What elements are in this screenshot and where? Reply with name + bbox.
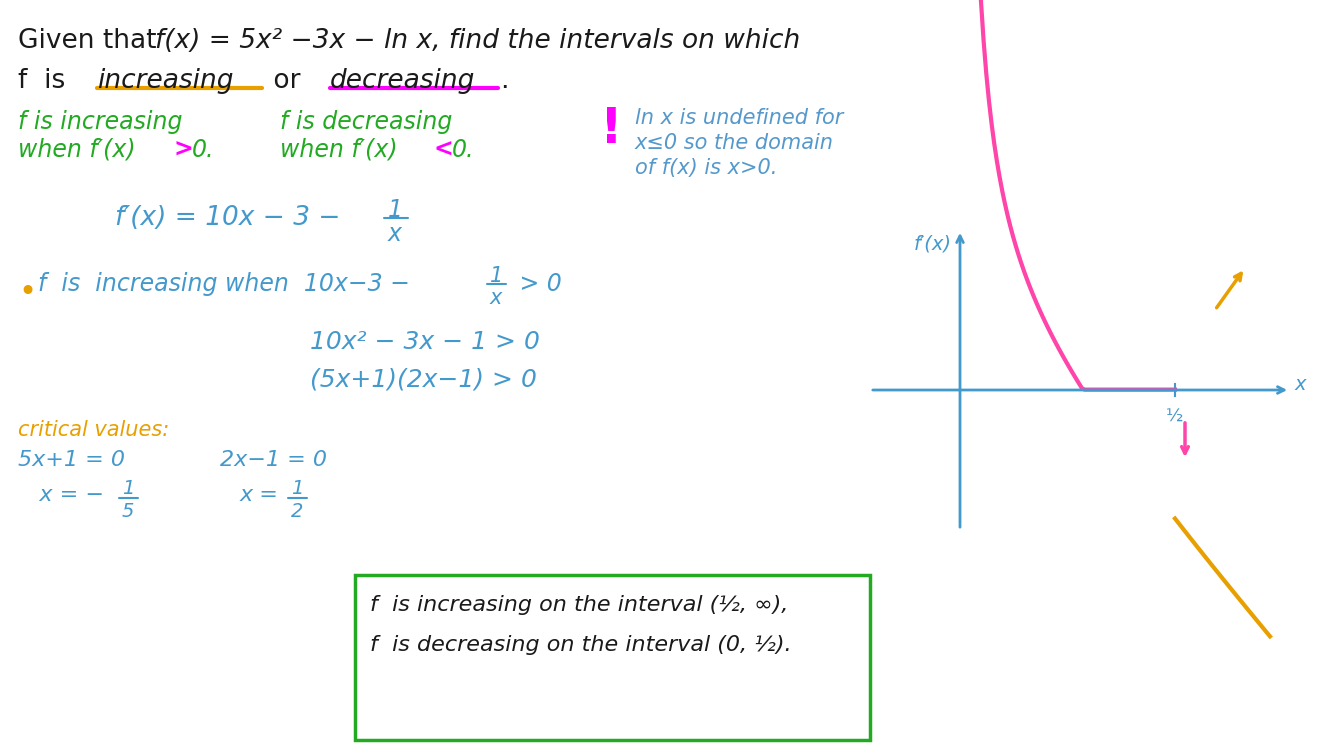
- Text: when f′(x): when f′(x): [17, 138, 136, 162]
- Text: ½: ½: [1167, 408, 1184, 426]
- Text: x: x: [1296, 374, 1306, 394]
- Text: f  is  increasing when  10x−3 −: f is increasing when 10x−3 −: [38, 272, 410, 296]
- Text: of f(x) is x>0.: of f(x) is x>0.: [634, 158, 777, 178]
- FancyBboxPatch shape: [355, 575, 870, 740]
- Text: x: x: [491, 288, 503, 308]
- Text: f′(x): f′(x): [914, 235, 952, 254]
- Text: f is decreasing: f is decreasing: [280, 110, 453, 134]
- Text: 1: 1: [122, 479, 134, 498]
- Text: x =: x =: [241, 485, 286, 505]
- Text: Given that: Given that: [17, 28, 165, 54]
- Text: <: <: [434, 138, 454, 162]
- Text: •: •: [17, 278, 36, 307]
- Text: f′(x) = 10x − 3 −: f′(x) = 10x − 3 −: [116, 205, 340, 231]
- Text: f  is increasing on the interval (½, ∞),: f is increasing on the interval (½, ∞),: [370, 595, 789, 615]
- Text: x≤0 so the domain: x≤0 so the domain: [634, 133, 835, 153]
- Text: 10x² − 3x − 1 > 0: 10x² − 3x − 1 > 0: [310, 330, 540, 354]
- Text: .: .: [500, 68, 508, 94]
- Text: or: or: [265, 68, 317, 94]
- Text: x = −: x = −: [17, 485, 103, 505]
- Text: increasing: increasing: [97, 68, 234, 94]
- Text: when f′(x): when f′(x): [280, 138, 398, 162]
- Text: f is increasing: f is increasing: [17, 110, 183, 134]
- Text: 1: 1: [292, 479, 304, 498]
- Text: 0.: 0.: [192, 138, 215, 162]
- Text: decreasing: decreasing: [331, 68, 476, 94]
- Text: 5: 5: [122, 502, 134, 521]
- Text: 2x−1 = 0: 2x−1 = 0: [220, 450, 327, 470]
- Text: > 0: > 0: [512, 272, 562, 296]
- Text: x: x: [388, 222, 402, 246]
- Text: 0.: 0.: [452, 138, 474, 162]
- Text: 1: 1: [388, 198, 403, 222]
- Text: 2: 2: [292, 502, 304, 521]
- Text: ln x is undefined for: ln x is undefined for: [634, 108, 844, 128]
- Text: 5x+1 = 0: 5x+1 = 0: [17, 450, 125, 470]
- Text: (5x+1)(2x−1) > 0: (5x+1)(2x−1) > 0: [310, 368, 536, 392]
- Text: !: !: [599, 105, 622, 153]
- Text: f(x) = 5x² −3x − ln x, find the intervals on which: f(x) = 5x² −3x − ln x, find the interval…: [155, 28, 800, 54]
- Text: f  is: f is: [17, 68, 82, 94]
- Text: f  is decreasing on the interval (0, ½).: f is decreasing on the interval (0, ½).: [370, 635, 792, 655]
- Text: 1: 1: [491, 266, 503, 286]
- Text: >: >: [173, 138, 194, 162]
- Text: critical values:: critical values:: [17, 420, 169, 440]
